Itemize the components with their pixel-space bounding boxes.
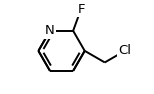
Text: N: N [45,24,55,37]
Text: F: F [77,3,85,16]
Text: Cl: Cl [118,44,131,57]
